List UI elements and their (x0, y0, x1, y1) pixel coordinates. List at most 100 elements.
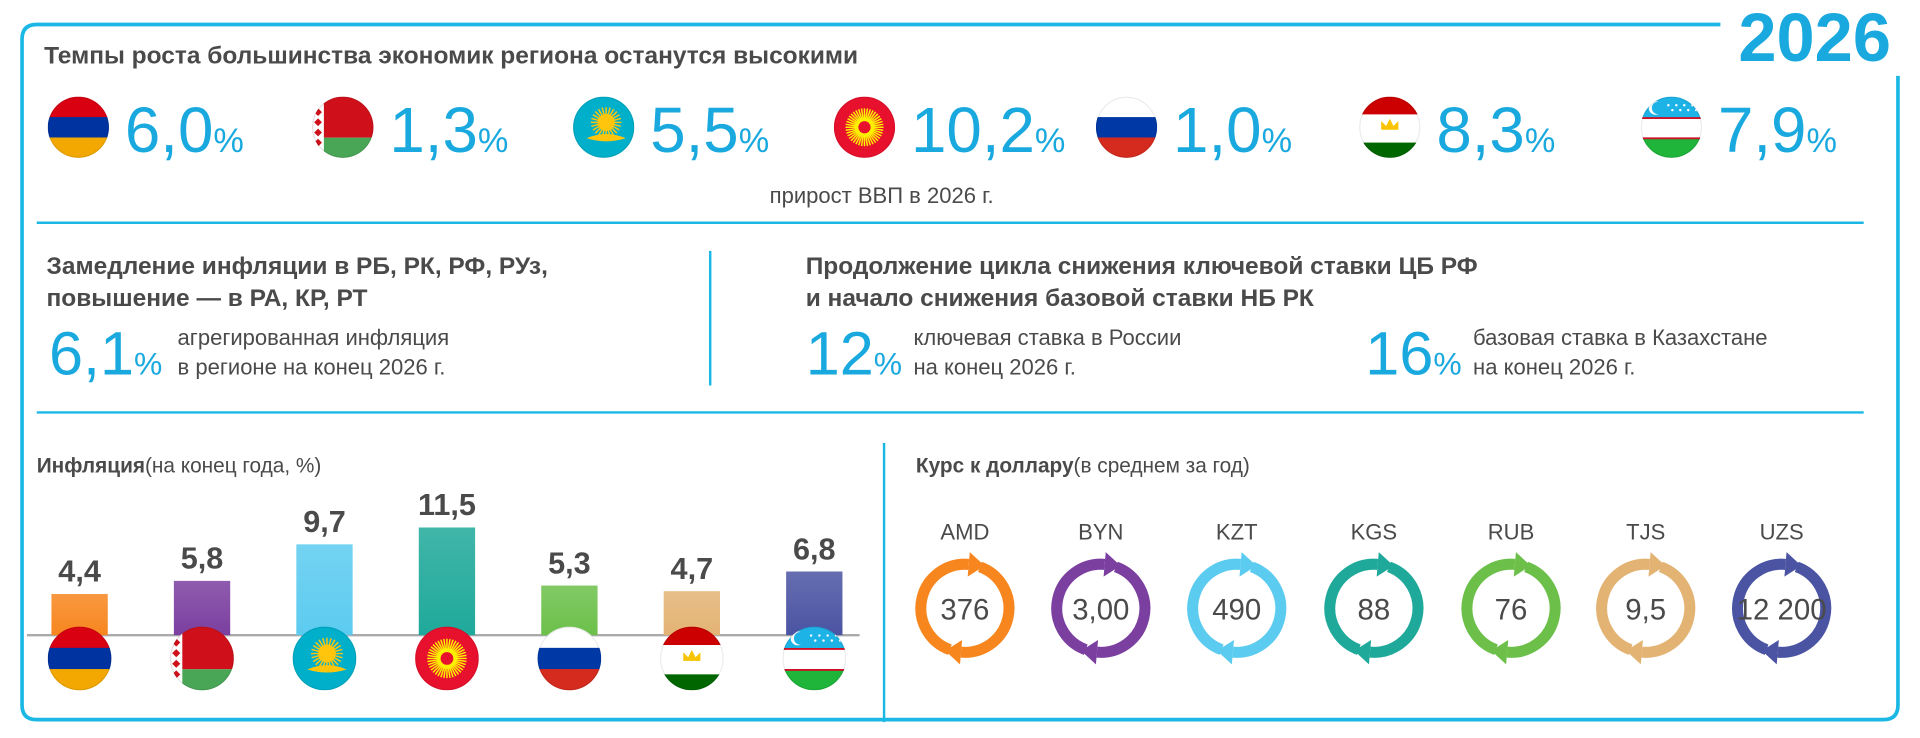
ring-arrow (1648, 552, 1666, 577)
text-part: Курс к доллару (916, 454, 1074, 477)
flag-icon (1640, 96, 1703, 158)
text-part: 6,1 (49, 320, 134, 388)
text-part: % (874, 346, 902, 382)
flag-icon (47, 96, 109, 158)
value-label: 5,8 (181, 542, 224, 576)
ring-arc (915, 558, 970, 655)
ring-arrow (1239, 552, 1257, 577)
bar (786, 571, 843, 636)
currency-value: 3,00 (1072, 593, 1129, 626)
flag-ornament (172, 649, 181, 658)
currency-code: UZS (1760, 520, 1804, 545)
currency-code: AMD (940, 520, 989, 545)
flag-icon (833, 96, 896, 158)
bar (296, 544, 353, 636)
value-label: 11,5 (418, 488, 476, 522)
flag-icon (47, 626, 112, 691)
ring-arrow (967, 552, 985, 577)
ring-arc (1096, 561, 1151, 658)
flag-rim (47, 96, 109, 158)
gdp-value: 10,2% (911, 95, 1065, 166)
inflation-value: 6,1% (49, 320, 162, 388)
flag-sun (597, 113, 615, 131)
currency-code: KGS (1351, 520, 1398, 545)
flag-star (822, 639, 825, 642)
flag-icon (573, 96, 635, 158)
flag-rim (292, 626, 357, 691)
flag-ornament (314, 97, 322, 106)
text-part: % (1806, 122, 1836, 160)
flag-ornament (172, 659, 181, 668)
gdp-value: 1,3% (389, 95, 508, 166)
currency-code: KZT (1216, 520, 1258, 545)
flag-star (1675, 104, 1678, 107)
chart-title: Инфляция(на конец года, %) (37, 454, 322, 477)
flag-stripe (47, 117, 109, 139)
value-label: 4,7 (671, 552, 714, 586)
flag-stripe (47, 669, 112, 691)
ring-arc (1232, 561, 1287, 658)
flag-rim (47, 626, 112, 691)
year-badge: 2026 (1738, 0, 1891, 76)
flag-stripe (1095, 96, 1158, 118)
description: на конец 2026 г. (913, 355, 1075, 380)
flag-star (1687, 108, 1690, 112)
ring-arrow (1081, 639, 1099, 665)
flag-stripe (1359, 142, 1421, 158)
flag-star (830, 639, 834, 642)
currency-code: TJS (1626, 520, 1665, 545)
flag-star (818, 634, 821, 637)
ring-arc (1324, 558, 1379, 655)
flag-crown (1381, 118, 1399, 130)
flag-rim (1095, 96, 1158, 158)
flag-star (1667, 104, 1670, 107)
ring-arc (960, 561, 1015, 658)
flag-rim (537, 626, 602, 691)
flag-stripe (1359, 96, 1421, 115)
flag-star (1683, 104, 1686, 107)
bar (418, 527, 476, 636)
ring-arrow (1513, 552, 1531, 577)
text-part: % (1525, 122, 1555, 160)
ring-arc (1187, 558, 1242, 655)
flag-icon (1359, 96, 1421, 158)
flag-icon (782, 626, 847, 691)
flag-stripe (47, 647, 112, 670)
gdp-value: 1,0% (1173, 95, 1292, 166)
flag-stripe (1640, 138, 1703, 158)
text-part: % (478, 122, 508, 160)
currency-value: 376 (940, 593, 989, 626)
text-part: Инфляция (37, 454, 145, 477)
currency-value: 12 200 (1737, 593, 1827, 626)
text-part: 16 (1365, 320, 1433, 388)
currency-value: 88 (1358, 593, 1391, 626)
section-title: и начало снижения базовой ставки НБ РК (806, 285, 1314, 312)
flag-stripe (1640, 118, 1703, 139)
text-part: 12 (806, 320, 874, 388)
value-label: 4,4 (58, 555, 101, 589)
ring-arc (1051, 558, 1106, 655)
ring-arc (1461, 558, 1516, 655)
flag-icon (537, 626, 602, 691)
flag-stripe (1095, 117, 1158, 139)
flag-star (1671, 108, 1674, 112)
ring-arrow (1217, 639, 1234, 665)
flag-sun (318, 644, 336, 663)
flag-rim (415, 626, 479, 691)
text-part: 6,0 (125, 95, 214, 166)
flag-field (312, 137, 374, 158)
flag-rim (833, 96, 896, 158)
flag-rim (1640, 96, 1703, 158)
flag-star (814, 639, 817, 642)
currency-code: RUB (1488, 520, 1534, 545)
ring-arrow (1354, 639, 1372, 665)
description: агрегированная инфляция (178, 325, 450, 350)
flag-field (170, 669, 234, 691)
gdp-value: 5,5% (650, 95, 769, 166)
section-title: Замедление инфляции в РБ, РК, РФ, РУз, (47, 253, 548, 280)
text-part: % (739, 122, 769, 160)
flag-icon (292, 626, 357, 691)
flag-ornament (172, 680, 181, 690)
value-label: 5,3 (548, 546, 591, 580)
